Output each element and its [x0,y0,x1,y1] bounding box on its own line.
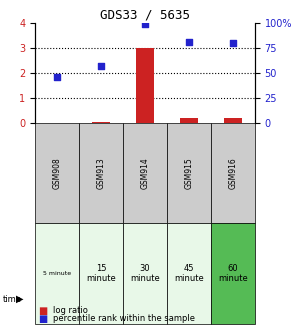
Text: 60
minute: 60 minute [218,264,248,283]
Text: log ratio: log ratio [53,306,88,315]
FancyBboxPatch shape [79,123,123,223]
Text: 15
minute: 15 minute [86,264,116,283]
Text: GSM908: GSM908 [53,157,62,189]
Text: 5 minute: 5 minute [43,271,71,276]
FancyBboxPatch shape [123,123,167,223]
Text: 30
minute: 30 minute [130,264,160,283]
FancyBboxPatch shape [35,123,79,223]
Bar [180,118,198,123]
Text: time: time [3,295,22,304]
Text: GSM914: GSM914 [141,157,149,189]
Bar [136,48,154,123]
Text: GSM915: GSM915 [185,157,193,189]
Point [231,41,235,46]
Text: GSM916: GSM916 [229,157,237,189]
Title: GDS33 / 5635: GDS33 / 5635 [100,9,190,22]
FancyBboxPatch shape [167,223,211,324]
Text: percentile rank within the sample: percentile rank within the sample [53,314,195,323]
Text: ■: ■ [38,306,47,316]
Point [55,74,59,79]
Text: ■: ■ [38,314,47,324]
FancyBboxPatch shape [211,123,255,223]
Bar [224,118,242,123]
Text: GSM913: GSM913 [97,157,105,189]
Point [143,21,147,26]
FancyBboxPatch shape [79,223,123,324]
FancyBboxPatch shape [211,223,255,324]
FancyBboxPatch shape [167,123,211,223]
Text: 45
minute: 45 minute [174,264,204,283]
FancyBboxPatch shape [123,223,167,324]
Point [99,63,103,68]
Text: ▶: ▶ [16,294,24,304]
Bar [92,122,110,123]
Point [187,39,191,44]
FancyBboxPatch shape [35,223,79,324]
